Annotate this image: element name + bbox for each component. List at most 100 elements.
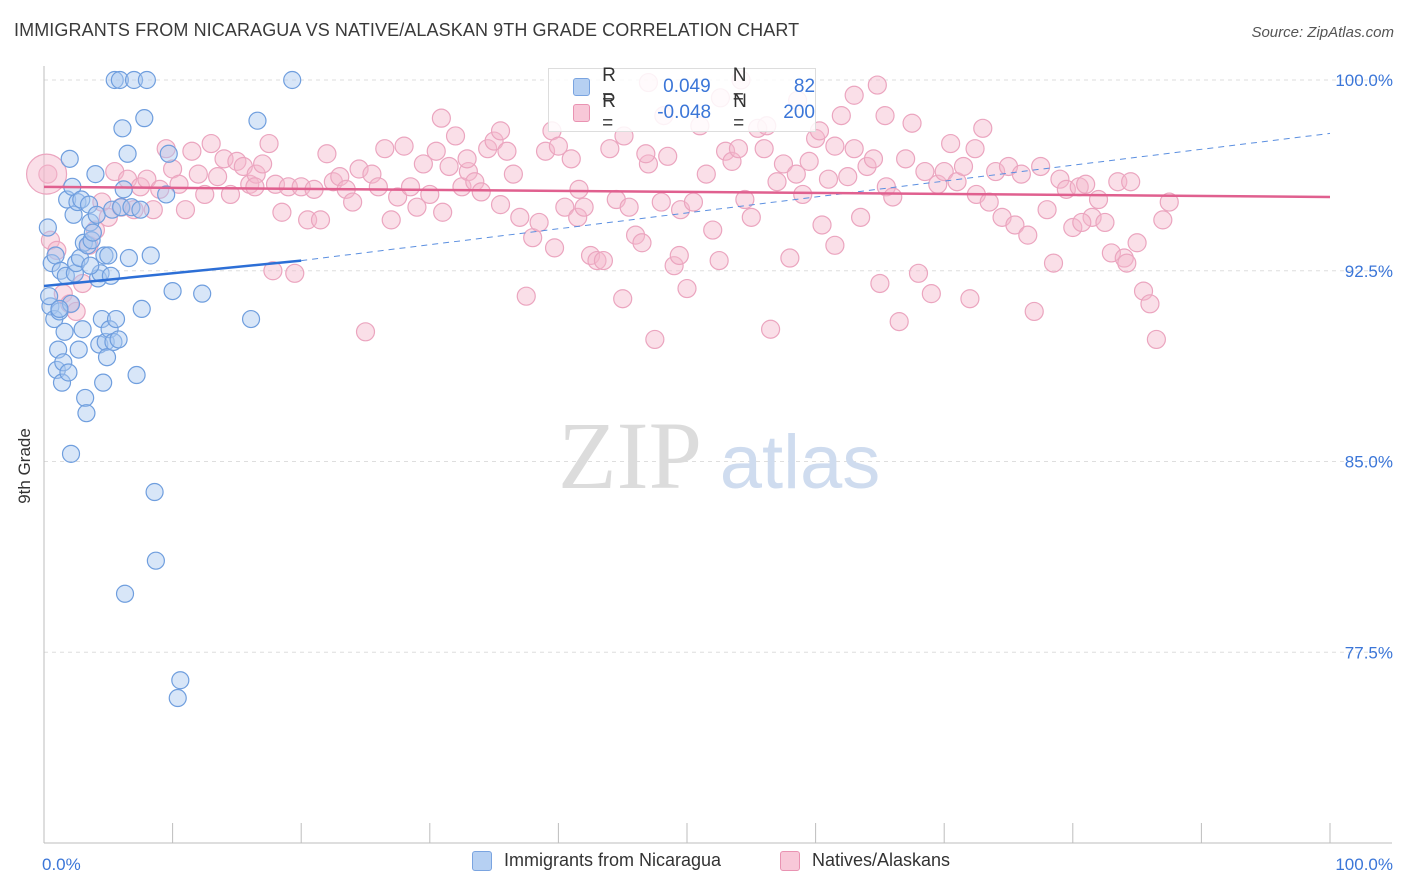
data-point-natives bbox=[960, 289, 980, 309]
data-point-natives bbox=[310, 210, 331, 230]
bottom-legend-nicaragua[interactable]: Immigrants from Nicaragua bbox=[472, 850, 721, 871]
data-point-natives bbox=[548, 136, 569, 156]
data-point-nicaragua bbox=[95, 246, 114, 265]
grid-lines bbox=[44, 79, 1392, 653]
source-credit: Source: ZipAtlas.com bbox=[1251, 24, 1394, 41]
bottom-legend-natives[interactable]: Natives/Alaskans bbox=[780, 850, 950, 871]
data-point-natives bbox=[632, 233, 652, 253]
data-point-nicaragua bbox=[137, 70, 156, 90]
data-point-nicaragua bbox=[94, 373, 113, 392]
data-point-natives bbox=[431, 108, 451, 128]
data-point-natives bbox=[1037, 200, 1057, 220]
bottom-legend: Immigrants from Nicaragua Natives/Alaska… bbox=[0, 850, 1406, 878]
legend-r-label: R = bbox=[602, 65, 616, 108]
data-point-nicaragua bbox=[241, 309, 261, 329]
data-point-nicaragua bbox=[83, 223, 102, 242]
data-point-natives bbox=[889, 312, 909, 332]
data-point-natives bbox=[780, 248, 800, 268]
data-point-natives bbox=[793, 184, 813, 205]
data-point-natives bbox=[875, 106, 895, 126]
data-point-natives bbox=[664, 256, 684, 276]
chart-title: IMMIGRANTS FROM NICARAGUA VS NATIVE/ALAS… bbox=[14, 20, 800, 40]
bottom-legend-swatch-nicaragua bbox=[472, 850, 492, 871]
data-point-nicaragua bbox=[76, 388, 95, 408]
data-point-nicaragua bbox=[59, 363, 78, 382]
data-point-natives bbox=[825, 235, 845, 255]
data-point-nicaragua bbox=[113, 119, 132, 138]
watermark-atlas: atlas bbox=[720, 420, 881, 505]
data-point-natives bbox=[773, 154, 794, 174]
data-point-natives bbox=[741, 207, 761, 227]
data-point-natives bbox=[883, 187, 903, 207]
tick-labels: 77.5% 85.0% 92.5% 100.0% 0.0% 100.0% bbox=[42, 71, 1393, 874]
data-point-nicaragua bbox=[132, 299, 151, 318]
data-point-natives bbox=[728, 139, 749, 159]
data-point-natives bbox=[510, 207, 530, 227]
data-point-nicaragua bbox=[135, 109, 154, 128]
legend-r-label: R = bbox=[602, 91, 616, 134]
trend-lines bbox=[43, 132, 1331, 288]
data-point-nicaragua bbox=[50, 299, 69, 318]
data-point-natives bbox=[587, 250, 607, 271]
data-point-natives bbox=[818, 169, 839, 189]
data-point-natives bbox=[896, 149, 916, 169]
y-axis-label: 9th Grade bbox=[15, 428, 34, 504]
bottom-legend-label-natives: Natives/Alaskans bbox=[812, 850, 951, 870]
data-point-natives bbox=[844, 139, 864, 159]
data-point-natives bbox=[490, 195, 511, 215]
data-point-natives bbox=[844, 85, 864, 105]
data-point-natives bbox=[285, 263, 305, 283]
data-point-nicaragua bbox=[112, 198, 131, 217]
data-point-natives bbox=[220, 184, 241, 205]
legend-box: R = 0.049 N = 82 R = -0.048 N = 200 bbox=[548, 65, 816, 134]
data-point-nicaragua bbox=[141, 246, 160, 265]
data-point-natives bbox=[1088, 189, 1109, 210]
data-point-natives bbox=[1159, 192, 1179, 212]
data-point-natives bbox=[484, 131, 504, 151]
data-point-natives bbox=[619, 197, 639, 217]
data-point-natives bbox=[1018, 225, 1038, 245]
data-point-natives bbox=[953, 156, 974, 177]
data-point-nicaragua bbox=[86, 165, 105, 184]
data-point-natives bbox=[683, 192, 704, 212]
data-point-natives bbox=[867, 75, 887, 95]
data-point-natives bbox=[613, 289, 633, 309]
legend-n-value-nicaragua: 82 bbox=[793, 76, 816, 97]
data-point-nicaragua bbox=[105, 70, 124, 90]
data-point-natives bbox=[1005, 215, 1025, 235]
data-point-natives bbox=[38, 164, 58, 184]
data-point-nicaragua bbox=[46, 246, 65, 265]
data-point-nicaragua bbox=[79, 195, 99, 214]
data-point-natives bbox=[593, 250, 614, 271]
data-point-natives bbox=[760, 319, 781, 339]
data-point-natives bbox=[709, 250, 729, 271]
data-point-nicaragua bbox=[87, 205, 106, 224]
data-point-nicaragua bbox=[38, 218, 57, 237]
data-point-natives bbox=[979, 192, 999, 212]
data-point-nicaragua bbox=[81, 256, 100, 275]
data-point-natives bbox=[1114, 248, 1134, 268]
data-point-natives bbox=[343, 192, 363, 212]
data-point-natives bbox=[349, 159, 369, 179]
legend-row-nicaragua: R = 0.049 N = 82 bbox=[573, 65, 816, 108]
data-point-natives bbox=[471, 182, 491, 202]
data-point-natives bbox=[574, 197, 594, 217]
data-point-natives bbox=[143, 200, 163, 220]
data-point-natives bbox=[355, 322, 376, 342]
data-point-natives bbox=[857, 156, 877, 177]
data-point-natives bbox=[870, 273, 890, 294]
data-point-natives bbox=[915, 161, 935, 182]
data-point-natives bbox=[812, 215, 832, 235]
y-tick-label: 92.5% bbox=[1345, 262, 1393, 281]
data-point-natives bbox=[497, 141, 517, 161]
data-point-natives bbox=[1082, 207, 1102, 227]
data-point-natives bbox=[1031, 156, 1051, 177]
data-point-nicaragua bbox=[60, 149, 79, 168]
data-point-nicaragua bbox=[109, 330, 128, 349]
data-point-natives bbox=[555, 197, 575, 217]
data-point-natives bbox=[433, 202, 453, 222]
data-point-nicaragua bbox=[283, 70, 302, 90]
data-point-natives bbox=[201, 133, 221, 154]
legend-row-natives: R = -0.048 N = 200 bbox=[573, 91, 815, 134]
data-point-natives bbox=[825, 136, 845, 156]
